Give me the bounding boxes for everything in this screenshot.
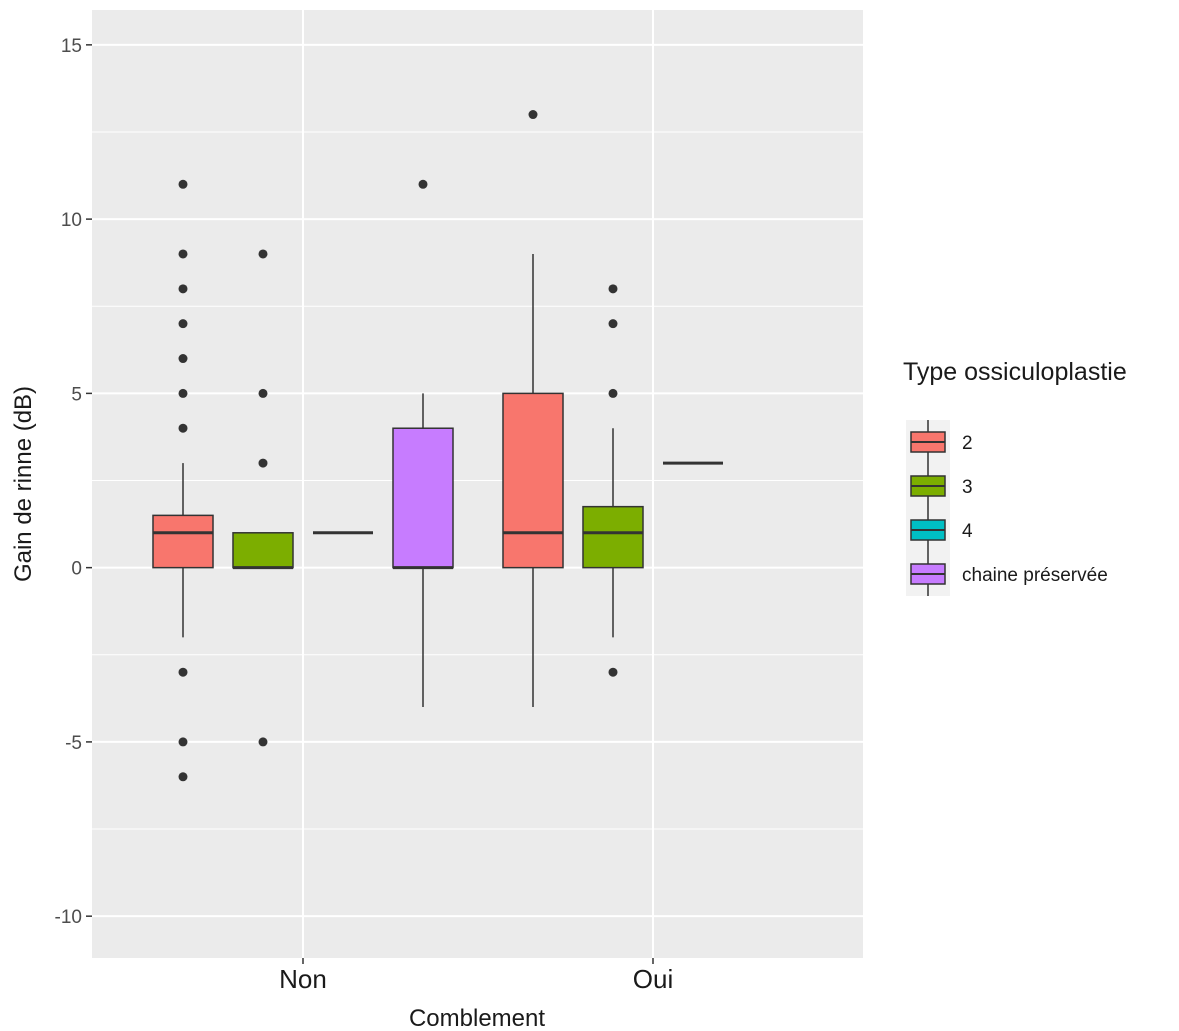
y-tick-label: -10 [55,907,82,928]
outlier-point [608,284,618,294]
box-Non-2 [152,179,214,782]
box-body [582,505,644,569]
legend: Type ossiculoplastie 2 3 4 chaine préservée [903,358,1127,596]
legend-item: chaine préservée [906,552,1108,596]
outlier-point [528,110,538,120]
outlier-point [258,388,268,398]
plot-panel-background [92,10,863,958]
box-body [502,392,564,569]
y-axis-title: Gain de rinne (dB) [10,386,37,582]
legend-item: 2 [906,420,973,464]
outlier-point [178,388,188,398]
legend-label: chaine préservée [962,565,1108,586]
legend-label: 3 [962,477,973,498]
y-tick-label: 0 [71,559,82,580]
x-tick-label: Oui [633,964,673,994]
outlier-point [608,388,618,398]
legend-title: Type ossiculoplastie [903,358,1127,386]
box-Non-3 [232,249,294,747]
box-Oui-2 [502,110,564,708]
outlier-point [608,319,618,329]
box-body [392,427,454,569]
x-axis: Non Oui [279,958,673,994]
y-tick-label: 15 [61,36,82,57]
legend-label: 2 [962,433,973,454]
y-tick-label: -5 [65,733,82,754]
outlier-point [178,179,188,189]
outlier-point [178,423,188,433]
outlier-point [418,179,428,189]
legend-keys: 2 3 4 chaine préservée [906,420,1108,596]
outlier-point [178,319,188,329]
legend-item: 3 [906,464,973,508]
legend-item: 4 [906,508,973,552]
major-grid-lines [92,10,863,958]
box-Oui-3 [582,284,644,677]
outlier-point [258,458,268,468]
outlier-point [258,737,268,747]
outlier-point [178,737,188,747]
outlier-point [178,354,188,364]
y-tick-label: 5 [71,384,82,405]
outlier-point [608,667,618,677]
box-Non-chaine préservée [392,179,454,708]
x-tick-label: Non [279,964,327,994]
minor-grid-lines [92,131,863,830]
y-tick-label: 10 [61,210,82,231]
outlier-point [178,284,188,294]
x-axis-title: Comblement [409,1005,545,1031]
y-axis: -10 -5 0 5 10 15 [55,36,92,928]
boxes-layer [152,110,723,782]
outlier-point [178,772,188,782]
box-body [152,514,214,569]
outlier-point [178,249,188,259]
box-body [232,532,294,569]
legend-label: 4 [962,521,973,542]
outlier-point [178,667,188,677]
outlier-point [258,249,268,259]
